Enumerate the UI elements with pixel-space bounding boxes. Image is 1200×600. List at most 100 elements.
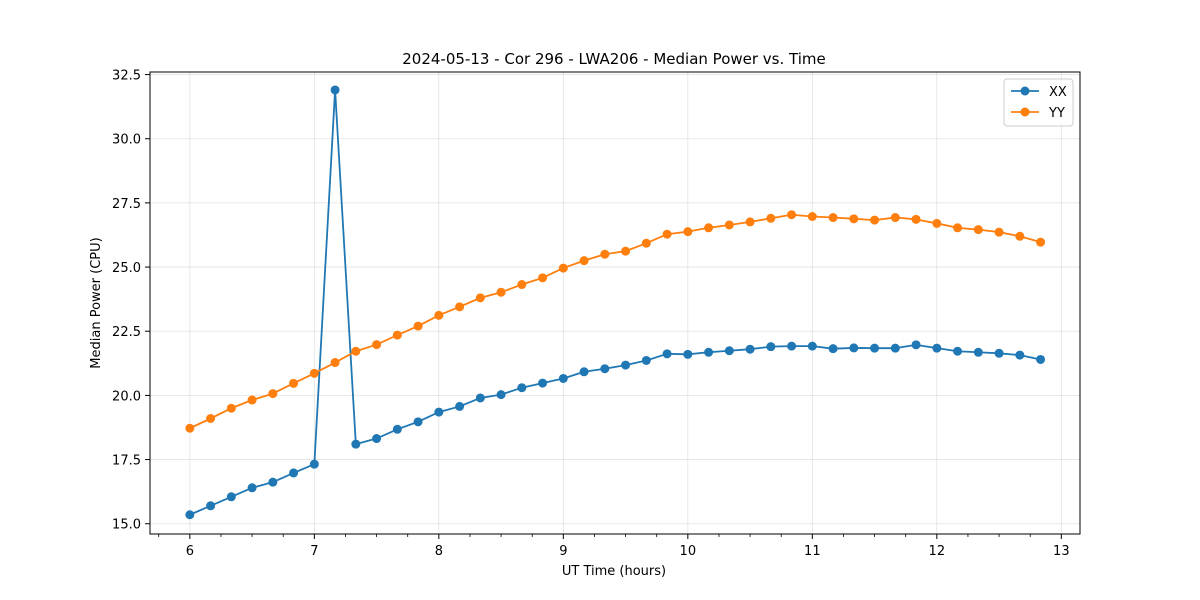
data-point-yy	[641, 238, 651, 248]
data-point-xx	[455, 401, 465, 411]
data-point-yy	[206, 414, 216, 423]
data-point-xx	[600, 364, 610, 374]
data-point-yy	[1036, 237, 1046, 247]
data-point-yy	[351, 346, 361, 356]
data-point-xx	[247, 483, 257, 493]
data-point-yy	[849, 214, 859, 224]
data-point-yy	[662, 229, 672, 239]
x-tick-label: 12	[929, 544, 946, 559]
data-point-xx	[185, 510, 195, 520]
data-point-yy	[890, 213, 900, 223]
data-point-yy	[330, 358, 340, 368]
data-point-yy	[289, 378, 299, 388]
data-point-yy	[870, 215, 880, 225]
series-yy	[185, 210, 1046, 433]
data-point-xx	[268, 477, 278, 487]
legend-label-xx: XX	[1049, 85, 1067, 100]
data-point-yy	[226, 403, 236, 413]
data-point-xx	[538, 378, 548, 388]
data-point-yy	[621, 246, 631, 256]
data-point-yy	[434, 310, 444, 320]
data-point-yy	[911, 214, 921, 224]
y-tick-label: 30.0	[112, 133, 141, 148]
y-tick-label: 15.0	[112, 518, 141, 533]
series-line-xx	[189, 89, 1041, 516]
data-point-xx	[683, 349, 693, 359]
data-point-yy	[953, 223, 963, 233]
data-point-xx	[289, 468, 299, 478]
data-point-xx	[434, 407, 444, 417]
data-point-yy	[372, 340, 382, 350]
data-point-xx	[309, 459, 319, 469]
data-point-xx	[953, 346, 963, 356]
data-point-xx	[1036, 354, 1046, 364]
data-point-yy	[247, 395, 257, 405]
x-tick-label: 8	[435, 544, 443, 559]
data-point-xx	[392, 424, 402, 434]
data-point-yy	[455, 302, 465, 312]
x-axis-label: UT Time (hours)	[562, 564, 666, 579]
data-point-yy	[496, 287, 506, 297]
data-point-yy	[724, 220, 734, 230]
data-point-yy	[704, 223, 714, 233]
y-tick-label: 20.0	[112, 389, 141, 404]
data-point-xx	[372, 434, 382, 444]
data-point-xx	[807, 341, 817, 351]
data-point-yy	[683, 227, 693, 237]
data-point-xx	[475, 393, 485, 403]
x-tick-label: 6	[186, 544, 194, 559]
data-point-xx	[704, 347, 714, 357]
legend: XX YY	[1003, 78, 1074, 127]
data-point-yy	[1015, 231, 1025, 241]
data-point-yy	[600, 249, 610, 259]
data-point-yy	[932, 218, 942, 228]
data-point-xx	[579, 367, 589, 377]
data-point-xx	[849, 343, 859, 353]
legend-marker-yy	[1020, 107, 1030, 117]
data-point-yy	[579, 256, 589, 266]
data-point-xx	[351, 439, 361, 449]
data-point-xx	[911, 340, 921, 350]
data-point-yy	[787, 210, 797, 220]
series-xx	[185, 85, 1046, 520]
y-axis-label: Median Power (CPU)	[89, 237, 104, 368]
x-tick-label: 13	[1053, 544, 1070, 559]
data-point-yy	[392, 330, 402, 340]
plot-frame	[149, 71, 1081, 535]
y-tick-label: 22.5	[112, 325, 141, 340]
data-point-yy	[973, 225, 983, 235]
data-point-xx	[558, 373, 568, 383]
data-point-xx	[621, 360, 631, 370]
data-point-yy	[558, 263, 568, 273]
data-point-xx	[766, 342, 776, 352]
data-point-xx	[330, 85, 340, 95]
data-point-xx	[724, 346, 734, 356]
data-point-xx	[517, 383, 527, 393]
data-point-xx	[413, 417, 423, 427]
x-tick-label: 7	[310, 544, 318, 559]
data-point-yy	[538, 273, 548, 283]
data-point-xx	[496, 390, 506, 400]
data-point-yy	[807, 212, 817, 222]
data-point-xx	[1015, 350, 1025, 360]
data-point-xx	[932, 343, 942, 353]
data-point-xx	[870, 343, 880, 353]
grid	[150, 72, 1080, 534]
data-point-yy	[517, 280, 527, 290]
data-point-xx	[206, 501, 216, 511]
data-point-xx	[745, 344, 755, 354]
data-point-xx	[994, 348, 1004, 358]
plot-series	[185, 85, 1046, 520]
chart-title: 2024-05-13 - Cor 296 - LWA206 - Median P…	[402, 50, 826, 68]
y-tick-label: 25.0	[112, 261, 141, 276]
data-point-yy	[994, 227, 1004, 237]
legend-marker-xx	[1020, 86, 1030, 96]
axes: 6 7 8 9 10 11 12 13 15.0 17.5 20.0 22.5 25.0 27.5 30.0…	[112, 69, 1070, 559]
data-point-yy	[268, 389, 278, 399]
data-point-xx	[828, 344, 838, 354]
data-point-xx	[787, 341, 797, 351]
data-point-xx	[973, 347, 983, 357]
y-tick-label: 32.5	[112, 69, 141, 84]
x-tick-label: 9	[559, 544, 567, 559]
